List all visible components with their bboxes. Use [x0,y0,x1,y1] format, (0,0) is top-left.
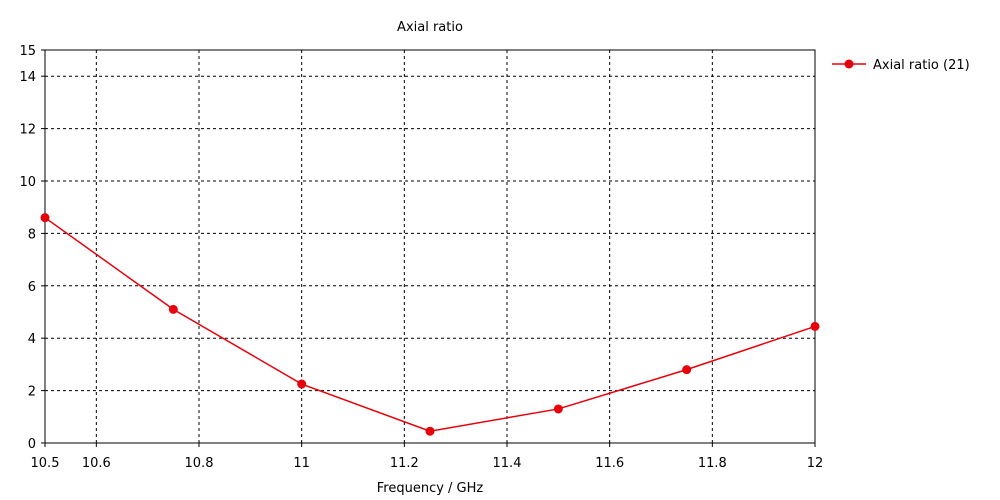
x-tick-label: 12 [807,456,824,471]
y-tick-label: 14 [19,70,36,85]
y-tick-label: 8 [28,227,36,242]
series-line [44,217,816,432]
data-point[interactable] [682,365,692,375]
ticks-layer [41,49,816,447]
x-tick-label: 10.8 [185,456,214,471]
x-tick-labels: 10.5 10.6 10.8 11 11.2 11.4 11.6 11.8 12 [31,456,824,471]
y-tick-label: 10 [19,175,36,190]
data-point[interactable] [810,321,820,331]
plot-frame [44,49,816,444]
y-tick-label: 4 [28,332,36,347]
data-point[interactable] [297,379,307,389]
x-tick-label: 11.4 [493,456,522,471]
legend-label: Axial ratio (21) [873,58,970,73]
legend[interactable]: Axial ratio (21) [832,58,970,73]
grid-layer [45,50,815,443]
y-tick-label: 12 [19,123,36,138]
y-tick-labels: 0 2 4 6 8 10 12 14 15 [19,44,36,452]
data-point[interactable] [40,213,50,223]
x-tick-label: 10.5 [31,456,60,471]
x-tick-label: 11.2 [390,456,419,471]
x-tick-label: 11.6 [595,456,624,471]
y-tick-label: 0 [28,437,36,452]
x-tick-label: 11.8 [698,456,727,471]
x-tick-label: 10.6 [82,456,111,471]
y-tick-label: 15 [19,44,36,59]
series-layer [40,213,820,436]
data-point[interactable] [168,304,178,314]
legend-marker-swatch [844,59,854,69]
x-tick-label: 11 [293,456,310,471]
chart-title: Axial ratio [397,20,463,35]
y-tick-label: 2 [28,385,36,400]
data-point[interactable] [553,404,563,414]
data-point[interactable] [425,426,435,436]
x-axis-label: Frequency / GHz [377,481,484,496]
y-tick-label: 6 [28,280,36,295]
